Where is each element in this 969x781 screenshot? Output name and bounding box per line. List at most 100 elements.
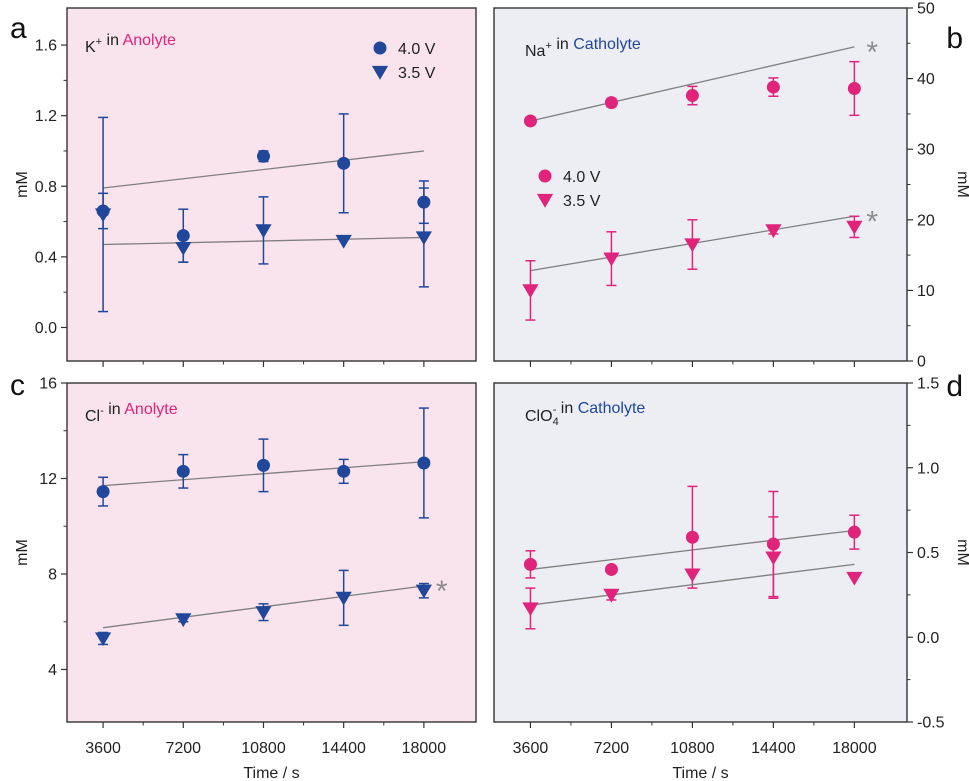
y-tick-label: 12 <box>39 471 57 488</box>
data-point <box>523 557 537 571</box>
y-tick-label: 50 <box>917 1 935 18</box>
x-tick-label: 10800 <box>241 740 286 757</box>
data-point <box>94 208 112 223</box>
panel-label: d <box>946 370 963 403</box>
y-axis-label: mM <box>954 171 969 198</box>
y-tick-label: -0.5 <box>917 715 945 732</box>
legend-marker <box>371 65 389 80</box>
data-point <box>603 588 620 603</box>
plot-background <box>494 383 907 722</box>
x-axis-label: Time / s <box>243 765 299 781</box>
y-tick-label: 1.6 <box>35 38 57 55</box>
y-tick-label: 1.2 <box>35 108 57 125</box>
panel-c: 3600 7200 10800 14400 18000 4 8 12 16 mM Time / s c… <box>10 369 477 781</box>
legend-marker <box>373 41 387 55</box>
data-point <box>175 241 192 256</box>
legend-label: 4.0 V <box>398 41 436 58</box>
series-triangle: * <box>94 569 448 647</box>
series-triangle: * <box>522 205 878 321</box>
y-tick-label: 1.0 <box>917 460 939 477</box>
data-point <box>685 530 699 544</box>
legend-label: 3.5 V <box>398 65 436 82</box>
y-tick-label: 20 <box>917 212 935 229</box>
data-point <box>684 568 701 583</box>
series-circle <box>523 485 861 598</box>
y-tick-label: 10 <box>917 283 935 300</box>
panel-b: 0 10 20 30 40 50 mM b Na+ in Catholyte * * 4.0 V 3.5… <box>493 1 969 371</box>
data-point <box>846 220 863 235</box>
y-tick-label: 30 <box>917 142 935 159</box>
x-tick-label: 18000 <box>832 740 877 757</box>
y-tick-label: 0.0 <box>35 320 57 337</box>
y-tick-label: 4 <box>48 662 57 679</box>
panel-title: ClO4- in Catholyte <box>525 400 645 428</box>
legend-marker <box>536 193 554 208</box>
data-point <box>96 485 110 499</box>
data-point <box>522 284 539 299</box>
data-point <box>765 551 782 566</box>
y-tick-label: 40 <box>917 71 935 88</box>
series-triangle <box>522 516 863 630</box>
data-point <box>94 632 112 647</box>
significance-asterisk: * <box>866 36 878 69</box>
data-point <box>523 114 537 128</box>
data-point <box>417 456 431 470</box>
x-tick-label: 7200 <box>594 740 630 757</box>
data-point <box>604 96 618 110</box>
fit-line <box>530 563 855 606</box>
data-point <box>684 238 701 253</box>
data-point <box>522 602 539 617</box>
y-tick-label: 0.5 <box>917 545 939 562</box>
y-tick-label: 0 <box>917 354 926 371</box>
data-point <box>603 252 620 267</box>
data-point <box>337 156 351 170</box>
data-point <box>256 149 270 163</box>
y-axis-label: mM <box>954 539 969 566</box>
x-tick-label: 7200 <box>165 740 201 757</box>
series-triangle <box>94 116 432 313</box>
data-point <box>765 224 782 239</box>
y-axis-label: mM <box>14 171 31 198</box>
panel-d: 3600 7200 10800 14400 18000 -0.5 0.0 0.5 1.0 1.5 m… <box>493 370 969 781</box>
data-point <box>846 571 863 586</box>
x-tick-label: 3600 <box>513 740 549 757</box>
series-circle <box>96 407 431 519</box>
data-point <box>335 591 352 606</box>
legend: 4.0 V 3.5 V <box>371 41 436 82</box>
data-point <box>335 234 352 249</box>
plot-frame <box>66 7 477 362</box>
plot-background <box>67 383 476 722</box>
legend-label: 3.5 V <box>563 193 601 210</box>
legend-marker <box>538 169 552 183</box>
x-tick-label: 14400 <box>321 740 366 757</box>
data-point <box>685 89 699 103</box>
y-tick-label: 1.5 <box>917 376 939 393</box>
data-point <box>847 81 861 95</box>
x-tick-label: 18000 <box>402 740 447 757</box>
panel-label: c <box>10 369 25 402</box>
data-point <box>847 525 861 539</box>
data-point <box>415 584 432 599</box>
legend: 4.0 V 3.5 V <box>536 169 601 210</box>
panel-title: Cl- in Anolyte <box>85 401 178 425</box>
y-axis-label: mM <box>14 539 31 566</box>
y-tick-label: 0.0 <box>917 630 939 647</box>
panel-label: b <box>946 22 963 55</box>
x-tick-label: 14400 <box>751 740 796 757</box>
x-axis-label: Time / s <box>672 765 728 781</box>
data-point <box>415 231 432 246</box>
data-point <box>256 458 270 472</box>
series-circle: * <box>523 36 878 128</box>
panel-title: K+ in Anolyte <box>85 32 176 56</box>
panel-label: a <box>10 12 27 45</box>
x-tick-label: 10800 <box>670 740 715 757</box>
plot-frame <box>66 382 477 723</box>
data-point <box>175 613 192 628</box>
x-tick-label: 3600 <box>85 740 121 757</box>
panel-a: 0.0 0.4 0.8 1.2 1.6 mM a K+ in Anolyte 4.0 V 3.5 … <box>10 7 477 367</box>
data-point <box>604 562 618 576</box>
plot-background <box>494 8 907 361</box>
y-tick-label: 16 <box>39 376 57 393</box>
data-point <box>255 224 272 239</box>
